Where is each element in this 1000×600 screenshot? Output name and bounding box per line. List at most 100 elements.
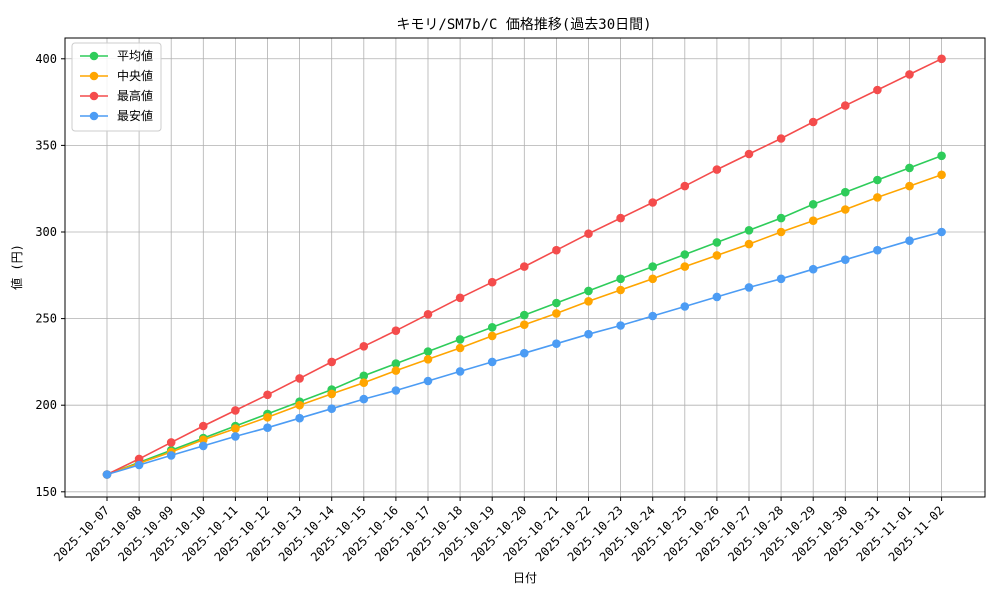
data-point: [712, 251, 722, 260]
legend-label: 最安値: [117, 108, 153, 123]
data-point: [808, 216, 818, 225]
data-point: [327, 357, 337, 367]
data-point: [263, 390, 272, 400]
data-point: [391, 326, 401, 336]
data-point: [680, 181, 690, 191]
data-point: [520, 262, 529, 271]
data-point: [199, 441, 208, 451]
legend-swatch-marker: [89, 51, 99, 61]
data-point: [744, 149, 754, 159]
data-point: [776, 134, 786, 143]
data-point: [327, 389, 337, 399]
data-point: [808, 200, 818, 209]
data-point: [423, 310, 433, 319]
data-point: [455, 367, 465, 376]
data-point: [584, 286, 593, 296]
data-point: [873, 245, 882, 255]
data-point: [231, 406, 240, 415]
data-point: [937, 151, 946, 161]
legend-box: [71, 42, 162, 132]
data-point: [905, 163, 914, 173]
data-point: [937, 54, 946, 64]
data-point: [808, 117, 818, 127]
data-point: [905, 236, 914, 245]
y-tick-label: 250: [35, 312, 57, 326]
legend-label: 平均値: [117, 48, 153, 63]
data-point: [648, 274, 657, 284]
data-point: [616, 321, 625, 330]
data-point: [937, 227, 946, 237]
data-point: [776, 227, 786, 237]
data-point: [552, 245, 561, 255]
data-point: [552, 298, 561, 308]
data-point: [584, 329, 593, 339]
data-point: [263, 413, 272, 422]
data-point: [487, 331, 497, 341]
data-point: [455, 293, 465, 303]
data-point: [905, 181, 914, 191]
series-layer: [102, 54, 946, 479]
y-axis: 150 200 250 300 350 400: [35, 52, 65, 499]
x-axis: 2025-10-072025-10-082025-10-092025-10-10…: [51, 497, 947, 564]
y-tick-label: 350: [35, 138, 57, 152]
data-point: [776, 274, 786, 284]
data-point: [552, 339, 561, 349]
data-point: [391, 386, 401, 395]
data-point: [712, 292, 722, 302]
data-point: [263, 423, 272, 433]
data-point: [134, 454, 144, 464]
legend-swatch-marker: [89, 91, 99, 101]
data-point: [841, 101, 850, 110]
data-point: [680, 250, 690, 259]
data-point: [423, 347, 433, 356]
data-point: [423, 355, 433, 364]
legend-swatch-marker: [89, 111, 99, 121]
data-point: [487, 277, 497, 287]
data-point: [134, 460, 144, 470]
data-point: [231, 432, 240, 441]
data-point: [648, 311, 657, 321]
data-point: [905, 70, 914, 79]
data-point: [359, 342, 369, 351]
data-point: [616, 285, 625, 295]
data-point: [873, 175, 882, 185]
data-point: [391, 366, 401, 375]
chart-title: キモリ/SM7b/C 価格推移(過去30日間): [396, 17, 651, 33]
data-point: [102, 470, 112, 479]
data-point: [744, 283, 754, 292]
data-point: [487, 323, 497, 332]
data-point: [199, 421, 208, 431]
data-point: [295, 413, 304, 423]
data-point: [295, 374, 304, 383]
data-point: [231, 424, 240, 433]
y-tick-label: 300: [35, 225, 57, 239]
data-point: [841, 205, 850, 214]
data-point: [744, 239, 754, 249]
data-point: [166, 451, 176, 460]
data-point: [455, 343, 465, 353]
y-axis-label: 値 (円): [9, 244, 24, 290]
data-point: [680, 262, 690, 271]
data-point: [166, 438, 176, 447]
data-point: [455, 335, 465, 344]
data-point: [808, 264, 818, 274]
data-point: [616, 213, 625, 223]
data-point: [199, 435, 208, 445]
y-tick-label: 150: [35, 485, 57, 499]
data-point: [487, 357, 497, 367]
data-point: [841, 187, 850, 197]
data-point: [327, 404, 337, 414]
data-point: [648, 262, 657, 271]
data-point: [712, 165, 722, 174]
data-point: [841, 255, 850, 264]
data-point: [520, 348, 529, 358]
data-point: [391, 359, 401, 368]
plot-frame: [64, 37, 986, 498]
data-point: [648, 198, 657, 207]
data-point: [552, 309, 561, 318]
y-tick-label: 200: [35, 398, 57, 412]
data-point: [873, 85, 882, 95]
data-point: [937, 170, 946, 180]
